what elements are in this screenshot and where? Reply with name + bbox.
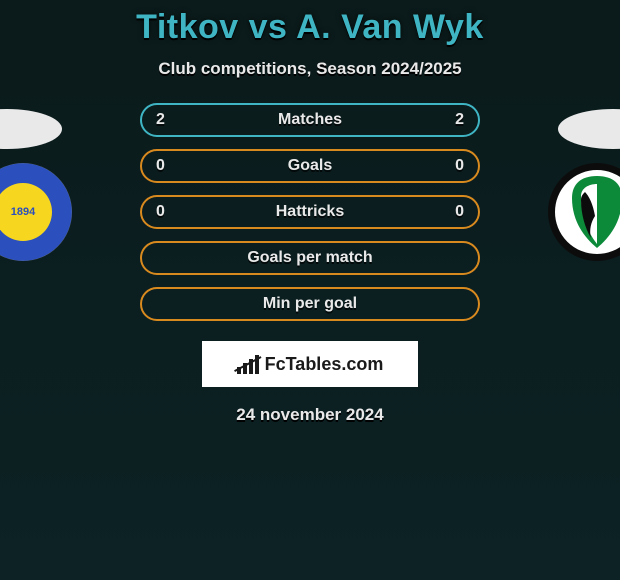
stat-value-left: 0 — [156, 157, 165, 175]
stat-label: Min per goal — [263, 295, 357, 313]
player-avatar-right — [558, 109, 620, 149]
player-avatar-left — [0, 109, 62, 149]
footer-date: 24 november 2024 — [0, 405, 620, 425]
stat-label: Matches — [278, 111, 342, 129]
stat-label: Hattricks — [276, 203, 344, 221]
stat-rows: 2 Matches 2 0 Goals 0 0 Hattricks 0 Goal… — [140, 103, 480, 321]
bar-chart-icon — [237, 354, 259, 374]
club-badge-left: 1894 — [0, 163, 72, 261]
stat-row-min-per-goal: Min per goal — [140, 287, 480, 321]
page-title: Titkov vs A. Van Wyk — [0, 0, 620, 47]
stat-row-matches: 2 Matches 2 — [140, 103, 480, 137]
stat-row-hattricks: 0 Hattricks 0 — [140, 195, 480, 229]
stat-label: Goals — [288, 157, 332, 175]
stat-row-goals-per-match: Goals per match — [140, 241, 480, 275]
club-badge-right-icon — [567, 174, 620, 250]
stat-row-goals: 0 Goals 0 — [140, 149, 480, 183]
club-badge-left-text: 1894 — [0, 183, 52, 241]
comparison-body: 1894 2 Matches 2 0 Goals 0 0 Hattricks 0… — [0, 103, 620, 425]
page-subtitle: Club competitions, Season 2024/2025 — [0, 59, 620, 79]
stat-value-right: 0 — [455, 157, 464, 175]
stat-label: Goals per match — [247, 249, 372, 267]
stat-value-right: 2 — [455, 111, 464, 129]
club-badge-right — [548, 163, 620, 261]
watermark: FcTables.com — [202, 341, 418, 387]
watermark-text: FcTables.com — [265, 354, 384, 375]
stat-value-left: 2 — [156, 111, 165, 129]
stat-value-left: 0 — [156, 203, 165, 221]
stat-value-right: 0 — [455, 203, 464, 221]
